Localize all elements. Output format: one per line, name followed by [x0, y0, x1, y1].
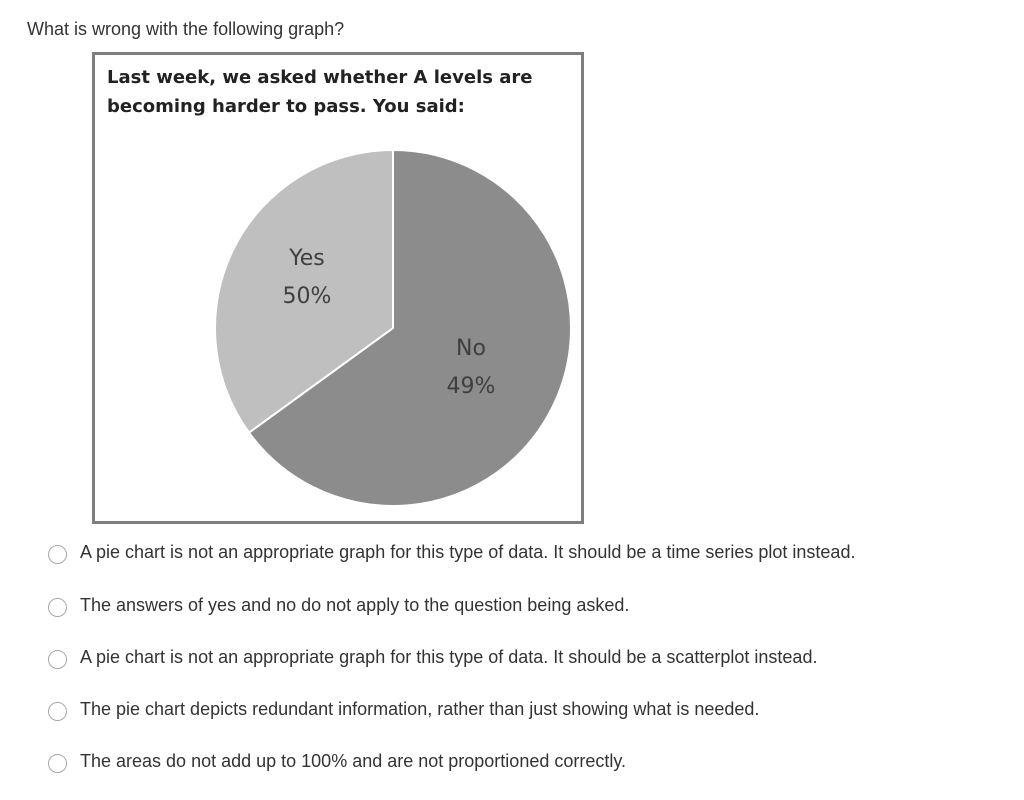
radio-button-1[interactable]	[48, 544, 67, 564]
pie-slice-yes	[214, 148, 394, 435]
answer-option-label-5: The areas do not add up to 100% and are …	[80, 750, 627, 771]
answer-option-5[interactable]: The areas do not add up to 100% and are …	[48, 746, 626, 776]
answer-option-label-2: The answers of yes and no do not apply t…	[80, 594, 630, 615]
pie-value-label-no: 49%	[447, 374, 496, 399]
answer-option-4[interactable]: The pie chart depicts redundant informat…	[48, 694, 759, 724]
answer-option-label-1: A pie chart is not an appropriate graph …	[80, 541, 856, 562]
chart-title: Last week, we asked whether A levels are…	[107, 63, 547, 121]
answer-option-label-4: The pie chart depicts redundant informat…	[80, 698, 760, 719]
radio-button-4[interactable]	[48, 701, 67, 721]
chart-title-line-2: becoming harder to pass. You said:	[107, 96, 465, 117]
pie-label-no: No	[456, 336, 486, 361]
radio-button-3[interactable]	[48, 649, 67, 669]
chart-title-line-1: Last week, we asked whether A levels are	[107, 67, 533, 88]
pie-chart: Yes 50% No 49%	[214, 148, 572, 507]
radio-button-2[interactable]	[48, 597, 67, 617]
pie-label-yes: Yes	[288, 246, 325, 271]
answer-option-1[interactable]: A pie chart is not an appropriate graph …	[48, 537, 855, 567]
answer-option-2[interactable]: The answers of yes and no do not apply t…	[48, 590, 629, 620]
radio-button-5[interactable]	[48, 753, 67, 773]
pie-slice-no	[247, 148, 572, 507]
question-text: What is wrong with the following graph?	[27, 19, 345, 39]
answer-option-3[interactable]: A pie chart is not an appropriate graph …	[48, 642, 817, 672]
pie-value-label-yes: 50%	[283, 284, 332, 309]
pie-chart-frame: Last week, we asked whether A levels are…	[92, 52, 584, 524]
answer-option-label-3: A pie chart is not an appropriate graph …	[80, 646, 818, 667]
